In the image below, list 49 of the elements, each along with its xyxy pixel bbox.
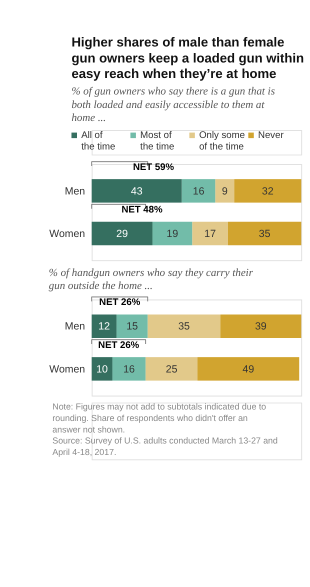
- bar: [220, 314, 302, 338]
- bar: [146, 357, 198, 381]
- bar: [198, 357, 300, 381]
- annotation: NET 48%: [121, 204, 163, 216]
- data-label: 29: [116, 229, 128, 240]
- chart-subtitle: % of gun owners who say there is a gun that is both loaded and easily accessible to them at home ...: [71, 86, 275, 124]
- data-label: 32: [262, 186, 274, 198]
- data-label: 12: [98, 322, 110, 333]
- y-tick-label: Women: [49, 364, 86, 376]
- data-label: 35: [178, 322, 190, 333]
- data-label: 35: [258, 229, 271, 240]
- legend-label: Never: [258, 130, 284, 141]
- data-label: 16: [192, 186, 205, 198]
- bar: [116, 314, 148, 338]
- annotation: NET 26%: [99, 297, 141, 308]
- data-label: 39: [254, 322, 267, 333]
- data-label: 10: [96, 364, 108, 376]
- data-label: 16: [123, 364, 136, 376]
- bar: [192, 222, 228, 246]
- data-label: 25: [166, 364, 178, 376]
- bar: [228, 222, 302, 246]
- y-tick-label: Men: [64, 186, 86, 198]
- bar: [182, 179, 216, 203]
- bar: [152, 222, 192, 246]
- text: Note: Figures may not add to subtotals indicated due to rounding. Share of respondents who didn't offer an answer not shown.: [52, 402, 266, 434]
- y-tick-label: Men: [64, 322, 86, 333]
- bar: [112, 357, 146, 381]
- bar: [92, 222, 152, 246]
- data-label: 49: [242, 364, 254, 376]
- data-label: 43: [130, 186, 143, 198]
- data-label: 15: [126, 322, 138, 333]
- bar: [215, 179, 234, 203]
- chart-subtitle: % of handgun owners who say they carry their gun outside the home ...: [48, 267, 254, 292]
- bar: [92, 357, 112, 381]
- bar: [92, 179, 182, 203]
- legend-label: Most of the time: [140, 130, 174, 152]
- data-label: 19: [166, 229, 178, 240]
- annotation: NET 59%: [132, 162, 175, 173]
- annotation: NET 26%: [98, 340, 140, 351]
- y-tick-label: Women: [49, 229, 86, 240]
- chart-title: Higher shares of male than female gun owners keep a loaded gun within easy reach when they’re at home: [71, 34, 304, 82]
- bar: [148, 314, 220, 338]
- data-label: 17: [204, 229, 216, 240]
- data-label: 9: [222, 186, 228, 198]
- legend-label: All of the time: [81, 130, 116, 152]
- source-note: Source: Survey of U.S. adults conducted March 13-27 and April 4-18, 2017.: [52, 436, 278, 457]
- legend-label: Only some of the time: [199, 130, 245, 152]
- bar: [92, 314, 117, 338]
- bar: [234, 179, 302, 203]
